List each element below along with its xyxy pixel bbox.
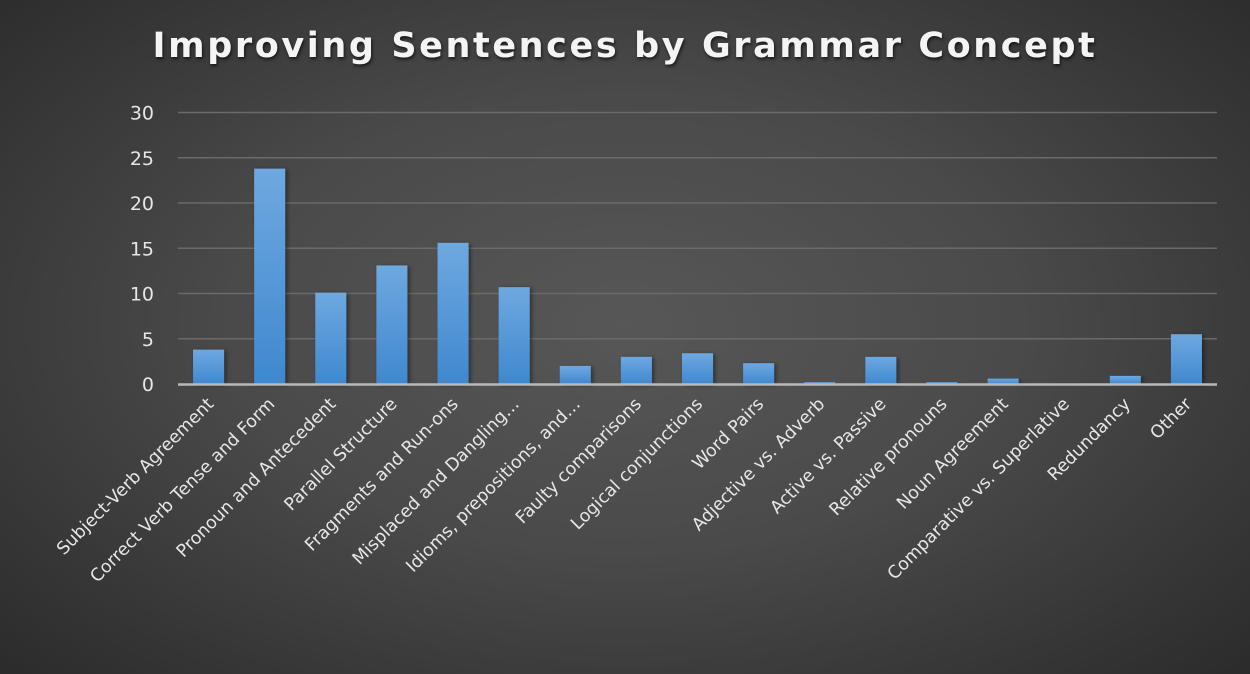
bar[interactable]	[681, 353, 714, 384]
y-tick-label: 25	[130, 148, 154, 170]
bar[interactable]	[804, 382, 836, 384]
x-category-label: Relative pronouns	[826, 394, 952, 520]
x-category-label: Other	[1147, 394, 1197, 444]
bar[interactable]	[437, 242, 469, 384]
gridlines	[178, 111, 1217, 340]
bar[interactable]	[559, 365, 591, 384]
bar[interactable]	[315, 292, 347, 384]
bar[interactable]	[987, 378, 1019, 384]
bar[interactable]	[743, 363, 775, 384]
y-axis-ticks: 0 5 10 15 20 25 30	[130, 103, 154, 397]
bar[interactable]	[498, 287, 530, 384]
y-tick-label: 10	[130, 284, 154, 306]
chart-title: Improving Sentences by Grammar Concept	[152, 26, 1098, 66]
bar[interactable]	[926, 382, 958, 384]
y-tick-label: 0	[142, 374, 154, 396]
y-tick-label: 20	[130, 193, 154, 215]
bar[interactable]	[865, 356, 897, 384]
x-category-label: Parallel Structure	[281, 394, 402, 515]
bar[interactable]	[254, 168, 286, 384]
y-tick-label: 15	[130, 238, 154, 260]
bar[interactable]	[1109, 375, 1141, 384]
y-tick-label: 5	[142, 329, 154, 351]
bar[interactable]	[376, 265, 408, 384]
bar[interactable]	[620, 356, 652, 384]
x-category-label: Active vs. Passive	[767, 394, 891, 518]
bar[interactable]	[1170, 334, 1202, 384]
y-tick-label: 30	[130, 103, 154, 125]
bar[interactable]	[193, 349, 225, 384]
x-category-label: Noun Agreement	[893, 394, 1012, 513]
bars	[193, 168, 1202, 384]
